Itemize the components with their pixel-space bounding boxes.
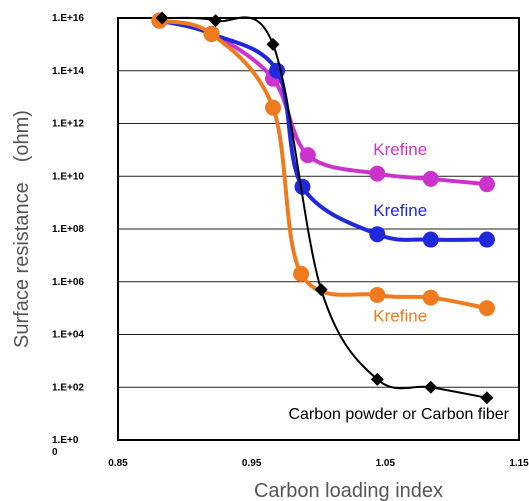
y-tick-label: 1.E+12 [52, 119, 84, 130]
y-tick-labels: 1.E+00 1.E+02 1.E+04 1.E+06 1.E+08 1.E+10 1.E+… [52, 13, 84, 458]
y-tick-label: 1.E+04 [52, 330, 84, 341]
data-point [478, 176, 495, 193]
data-point [370, 372, 384, 386]
series-labels: Krefine Krefine Krefine Carbon powder or Ca… [288, 140, 509, 423]
data-point [155, 11, 169, 25]
series-line [158, 18, 487, 242]
y-tick-label: 1.E+0 [52, 435, 79, 446]
plot-frame [117, 17, 520, 441]
series-3 [155, 11, 494, 405]
data-point [369, 165, 386, 182]
series-label: Krefine [373, 306, 427, 325]
series-0 [151, 12, 495, 193]
data-point [314, 283, 328, 297]
x-tick-label: 0.95 [242, 458, 262, 469]
data-point [265, 99, 282, 116]
data-point [478, 231, 495, 248]
x-tick-labels: 0.85 0.95 1.05 1.15 [108, 458, 529, 469]
data-point [422, 231, 439, 248]
data-point [299, 147, 316, 164]
data-point [293, 265, 310, 282]
data-point [266, 37, 280, 51]
series-line [158, 18, 488, 187]
x-axis-title: Carbon loading index [254, 480, 443, 501]
series-line [162, 16, 488, 399]
data-point [478, 300, 495, 317]
y-axis-title: Surface resistance (ohm) [11, 110, 33, 348]
x-tick-label: 1.05 [376, 458, 396, 469]
gridlines [118, 70, 519, 388]
x-tick-label: 0.85 [108, 458, 128, 469]
y-tick-label: 1.E+08 [52, 224, 84, 235]
y-tick-label: 1.E+02 [52, 382, 84, 393]
data-point [209, 14, 223, 28]
y-tick-label: 1.E+06 [52, 277, 84, 288]
y-tick-sublabel: 0 [52, 447, 58, 458]
series-label: Krefine [373, 140, 427, 159]
series-1 [151, 12, 495, 248]
series-label: Krefine [373, 201, 427, 220]
data-point [369, 286, 386, 303]
series-label: Carbon powder or Carbon fiber [288, 406, 509, 423]
data-point [424, 380, 438, 394]
data-point [369, 226, 386, 243]
data-point [203, 25, 220, 42]
x-tick-label: 1.15 [509, 458, 529, 469]
data-point [422, 170, 439, 187]
series-2 [151, 12, 495, 317]
y-tick-label: 1.E+10 [52, 171, 84, 182]
data-point [422, 289, 439, 306]
y-tick-label: 1.E+14 [52, 66, 84, 77]
data-point [294, 178, 311, 195]
series-group [151, 11, 495, 405]
y-tick-label: 1.E+16 [52, 13, 84, 24]
data-point [480, 391, 494, 405]
